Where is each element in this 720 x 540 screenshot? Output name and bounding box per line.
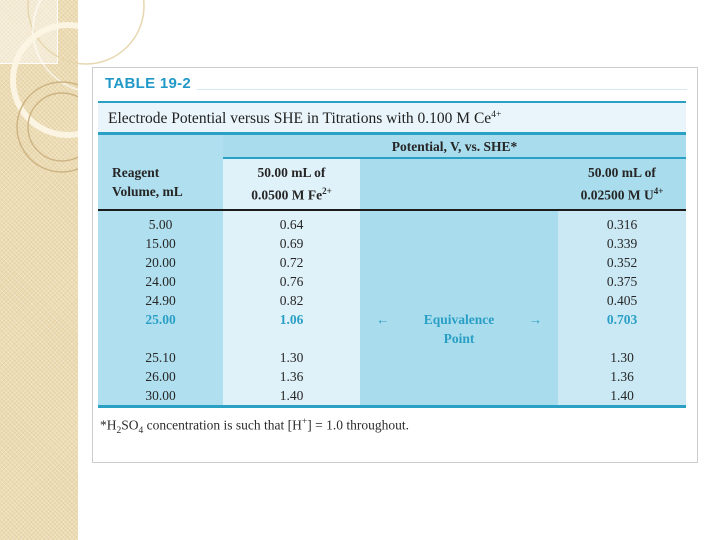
cell-u-potential: 1.40 bbox=[558, 385, 686, 405]
cell-fe-potential: 0.69 bbox=[223, 233, 360, 253]
cell-middle bbox=[360, 233, 558, 253]
table-row: 30.00 1.40 1.40 bbox=[98, 385, 686, 405]
table-row: 20.00 0.72 0.352 bbox=[98, 252, 686, 272]
cell-middle: ← Equivalence Point → bbox=[360, 309, 558, 348]
column-header-fe: 50.00 mL of 0.0500 M Fe2+ bbox=[223, 159, 360, 209]
fe-header-line1: 50.00 mL of bbox=[257, 165, 326, 181]
cell-middle bbox=[360, 214, 558, 234]
table-title-superscript: 4+ bbox=[491, 110, 502, 120]
potential-header-spacer bbox=[98, 135, 223, 160]
column-header-row: Reagent Volume, mL 50.00 mL of 0.0500 M … bbox=[98, 159, 686, 211]
table-row: 25.00 1.06 ← Equivalence Point → 0.703 bbox=[98, 309, 686, 348]
cell-fe-potential: 1.06 bbox=[223, 309, 360, 348]
table-row: 24.00 0.76 0.375 bbox=[98, 271, 686, 291]
cell-middle bbox=[360, 366, 558, 386]
table-footnote: *H2SO4 concentration is such that [H+] =… bbox=[100, 416, 409, 436]
cell-fe-potential: 0.64 bbox=[223, 214, 360, 234]
table-row: 15.00 0.69 0.339 bbox=[98, 233, 686, 253]
cell-middle bbox=[360, 271, 558, 291]
cell-u-potential: 0.352 bbox=[558, 252, 686, 272]
cell-reagent-volume: 25.00 bbox=[98, 309, 223, 348]
fe-superscript: 2+ bbox=[322, 186, 332, 197]
cell-middle bbox=[360, 347, 558, 367]
table-row: 25.10 1.30 1.30 bbox=[98, 347, 686, 367]
table-row: 26.00 1.36 1.36 bbox=[98, 366, 686, 386]
u-superscript: 4+ bbox=[653, 186, 664, 197]
cell-fe-potential: 1.40 bbox=[223, 385, 360, 405]
cell-fe-potential: 1.30 bbox=[223, 347, 360, 367]
label-rule-divider bbox=[197, 89, 687, 90]
column-header-reagent: Reagent Volume, mL bbox=[98, 159, 223, 209]
table-body: Electrode Potential versus SHE in Titrat… bbox=[98, 101, 686, 436]
cell-middle bbox=[360, 385, 558, 405]
u-header-line1: 50.00 mL of bbox=[588, 165, 656, 181]
table-number-label: TABLE 19-2 bbox=[105, 75, 192, 92]
table-row: 5.00 0.64 0.316 bbox=[98, 214, 686, 234]
cell-fe-potential: 1.36 bbox=[223, 366, 360, 386]
cell-middle bbox=[360, 290, 558, 310]
table-rows: 5.00 0.64 0.316 15.00 0.69 0.339 20.00 0.72 0.35… bbox=[98, 210, 686, 408]
u-header-line2: 0.02500 M U4+ bbox=[580, 186, 664, 203]
cell-fe-potential: 0.82 bbox=[223, 290, 360, 310]
cell-reagent-volume: 30.00 bbox=[98, 385, 223, 405]
cell-reagent-volume: 24.90 bbox=[98, 290, 223, 310]
column-header-u: 50.00 mL of 0.02500 M U4+ bbox=[558, 159, 686, 209]
sidebar-decoration bbox=[0, 0, 78, 540]
cell-fe-potential: 0.72 bbox=[223, 252, 360, 272]
sidebar-accent-square bbox=[0, 0, 58, 64]
cell-u-potential: 1.30 bbox=[558, 347, 686, 367]
cell-reagent-volume: 26.00 bbox=[98, 366, 223, 386]
table-row: 24.90 0.82 0.405 bbox=[98, 290, 686, 310]
cell-u-potential: 0.405 bbox=[558, 290, 686, 310]
cell-reagent-volume: 24.00 bbox=[98, 271, 223, 291]
cell-reagent-volume: 15.00 bbox=[98, 233, 223, 253]
fe-header-line2: 0.0500 M Fe2+ bbox=[251, 186, 332, 203]
potential-header-band: Potential, V, vs. SHE* bbox=[98, 135, 686, 160]
cell-middle bbox=[360, 252, 558, 272]
cell-reagent-volume: 25.10 bbox=[98, 347, 223, 367]
left-arrow-icon: ← bbox=[376, 311, 390, 327]
cell-reagent-volume: 20.00 bbox=[98, 252, 223, 272]
equivalence-point-label: Equivalence Point bbox=[423, 311, 495, 346]
reagent-header-line2: Volume, mL bbox=[112, 184, 183, 200]
column-header-middle-spacer bbox=[360, 159, 558, 209]
cell-fe-potential: 0.76 bbox=[223, 271, 360, 291]
cell-u-potential: 0.375 bbox=[558, 271, 686, 291]
reagent-header-line1: Reagent bbox=[112, 165, 160, 181]
cell-u-potential: 0.316 bbox=[558, 214, 686, 234]
potential-header-label: Potential, V, vs. SHE* bbox=[223, 135, 686, 160]
table-title-text: Electrode Potential versus SHE in Titrat… bbox=[108, 110, 492, 128]
table-figure: TABLE 19-2 Electrode Potential versus SH… bbox=[92, 67, 698, 463]
cell-reagent-volume: 5.00 bbox=[98, 214, 223, 234]
right-arrow-icon: → bbox=[528, 311, 542, 327]
table-title: Electrode Potential versus SHE in Titrat… bbox=[98, 101, 686, 136]
cell-u-potential: 0.703 bbox=[558, 309, 686, 348]
cell-u-potential: 0.339 bbox=[558, 233, 686, 253]
cell-u-potential: 1.36 bbox=[558, 366, 686, 386]
